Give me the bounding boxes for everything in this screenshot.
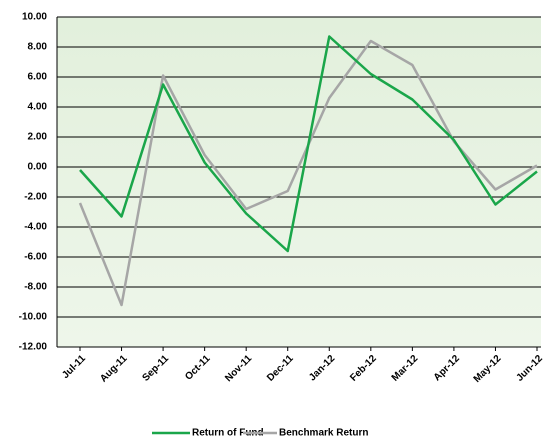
legend-label: Return of Fund [192,428,264,439]
y-tick-label: -8.00 [24,282,47,293]
y-tick-label: 8.00 [28,42,48,53]
y-tick-label: 6.00 [28,72,48,83]
x-tick-label: Mar-12 [390,353,421,384]
x-tick-label: Apr-12 [432,353,462,383]
x-tick-label: Jul-11 [60,353,88,381]
y-tick-label: 0.00 [28,162,48,173]
y-tick-label: -10.00 [19,312,48,323]
x-tick-label: Dec-11 [265,353,296,384]
x-tick-label: Oct-11 [183,353,213,383]
y-tick-label: -2.00 [24,192,47,203]
x-tick-label: Sep-11 [140,353,171,384]
x-tick-label: Jan-12 [307,353,337,383]
y-tick-label: -4.00 [24,222,47,233]
x-tick-label: Feb-12 [348,353,379,384]
y-tick-label: 10.00 [22,12,47,23]
y-tick-label: -6.00 [24,252,47,263]
series-line [79,35,538,253]
y-tick-label: 4.00 [28,102,48,113]
legend-label: Benchmark Return [279,428,368,439]
x-tick-label: May-12 [472,353,504,385]
x-tick-label: Nov-11 [223,353,254,384]
x-tick-label: Aug-11 [98,353,130,385]
x-tick-label: Jun-12 [514,353,545,384]
plot-area [57,17,541,347]
y-tick-label: 2.00 [28,132,48,143]
y-tick-label: -12.00 [19,342,48,353]
